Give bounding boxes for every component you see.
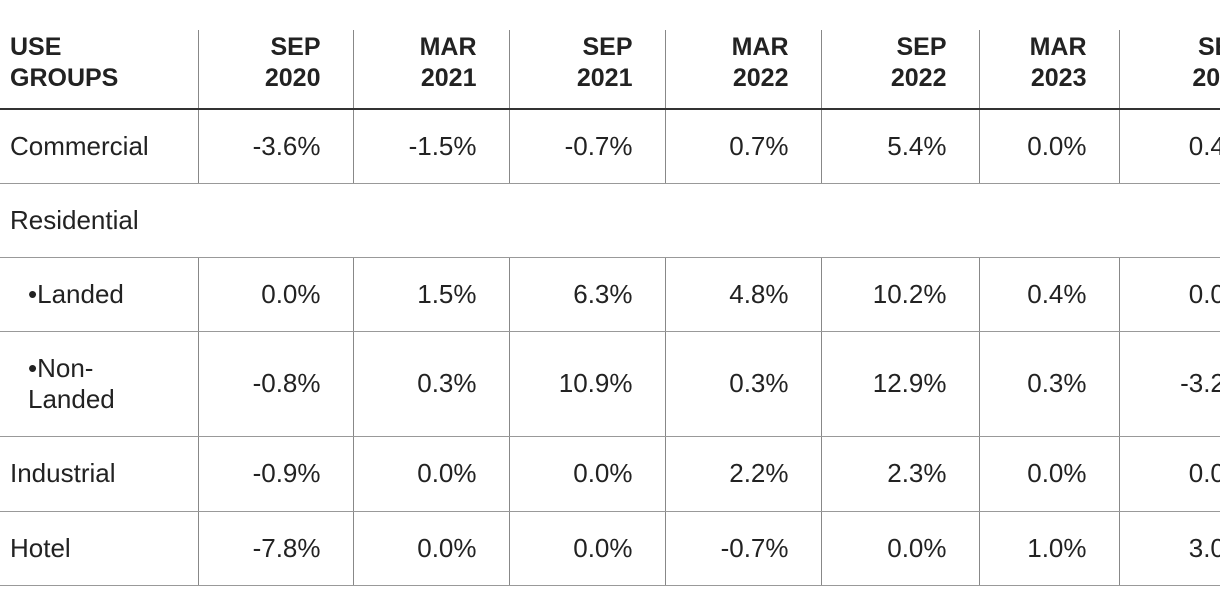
cell-line: 2022 bbox=[890, 64, 947, 92]
cell-line: 2023 bbox=[1192, 64, 1220, 92]
cell-line: GROUPS bbox=[10, 64, 119, 92]
value-cell: 0.0% bbox=[978, 109, 1119, 184]
value-cell: 2.2% bbox=[664, 436, 821, 512]
row-label: Hotel bbox=[0, 511, 198, 586]
data-table: USE GROUPS SEP 2020 MAR 2021 SEP 2021 MAR 2022 SEP… bbox=[0, 30, 1220, 586]
value-cell: 12.9% bbox=[820, 331, 979, 437]
table-row: Commercial -3.6% -1.5% -0.7% 0.7% 5.4% 0.0% 0.4… bbox=[0, 109, 1220, 184]
row-label: Residential bbox=[0, 183, 198, 258]
cell-line: •Landed bbox=[28, 278, 124, 309]
cell-line: 2022 bbox=[732, 64, 789, 92]
column-header: MAR 2021 bbox=[352, 30, 509, 110]
column-header: MAR 2023 bbox=[978, 30, 1119, 110]
value-cell: -3.6% bbox=[197, 109, 353, 184]
cell-line: Commercial bbox=[10, 130, 149, 161]
cell-line: Industrial bbox=[10, 458, 116, 488]
value-cell: 3.0% bbox=[1118, 511, 1220, 586]
cell-line: 2021 bbox=[576, 64, 633, 92]
value-cell: 0.7% bbox=[664, 109, 821, 184]
table-container: USE GROUPS SEP 2020 MAR 2021 SEP 2021 MAR 2022 SEP… bbox=[0, 30, 1220, 598]
value-cell: 0.3% bbox=[978, 331, 1119, 437]
column-header: SEP 2020 bbox=[197, 30, 353, 110]
column-header: SEP 2021 bbox=[508, 30, 665, 110]
cell-line: •Non- bbox=[28, 352, 94, 383]
table-body: Commercial -3.6% -1.5% -0.7% 0.7% 5.4% 0.0% 0.4… bbox=[0, 109, 1220, 586]
table-row: Hotel-7.8%0.0%0.0%-0.7%0.0%1.0%3.0% bbox=[0, 511, 1220, 586]
value-cell: 0.4% bbox=[978, 257, 1119, 332]
row-label: •Landed bbox=[0, 257, 198, 332]
value-cell: -0.8% bbox=[197, 331, 353, 437]
value-cell: 0.0% bbox=[1118, 257, 1220, 332]
row-label: Commercial bbox=[0, 109, 198, 184]
cell-line: 2021 bbox=[420, 64, 477, 92]
column-header: SEP 2023 bbox=[1118, 30, 1220, 110]
cell-line: MAR bbox=[1029, 33, 1087, 61]
cell-line: Landed bbox=[28, 383, 115, 414]
cell-line: USE bbox=[10, 33, 62, 61]
cell-line: SEP bbox=[896, 33, 947, 61]
cell-line: MAR bbox=[419, 33, 477, 61]
value-cell: -1.5% bbox=[352, 109, 509, 184]
table-row: •Non- Landed -0.8% 0.3% 10.9% 0.3% 12.9% 0.3% -3… bbox=[0, 331, 1220, 437]
cell-line: SEP bbox=[1197, 33, 1220, 61]
table-row: Residential bbox=[0, 183, 1220, 258]
column-header: SEP 2022 bbox=[820, 30, 979, 110]
value-cell: 0.0% bbox=[1118, 436, 1220, 512]
value-cell: 0.0% bbox=[508, 436, 665, 512]
empty-cell bbox=[198, 183, 1220, 258]
value-cell: 0.4% bbox=[1118, 109, 1220, 184]
value-cell: 0.3% bbox=[352, 331, 509, 437]
header-row: USE GROUPS SEP 2020 MAR 2021 SEP 2021 MAR 2022 SEP… bbox=[0, 30, 1220, 110]
cell-line: Residential bbox=[10, 204, 139, 235]
value-cell: 0.0% bbox=[352, 511, 509, 586]
row-label: •Non- Landed bbox=[0, 331, 198, 437]
value-cell: 4.8% bbox=[664, 257, 821, 332]
row-label: Industrial bbox=[0, 436, 198, 512]
value-cell: 0.3% bbox=[664, 331, 821, 437]
cell-line: MAR bbox=[731, 33, 789, 61]
value-cell: 0.0% bbox=[508, 511, 665, 586]
cell-line: SEP bbox=[582, 33, 633, 61]
value-cell: 1.0% bbox=[978, 511, 1119, 586]
value-cell: -0.7% bbox=[508, 109, 665, 184]
value-cell: 2.3% bbox=[820, 436, 979, 512]
value-cell: 0.0% bbox=[352, 436, 509, 512]
value-cell: -7.8% bbox=[197, 511, 353, 586]
value-cell: 1.5% bbox=[352, 257, 509, 332]
value-cell: 10.2% bbox=[820, 257, 979, 332]
column-header: MAR 2022 bbox=[664, 30, 821, 110]
value-cell: 0.0% bbox=[197, 257, 353, 332]
cell-line: 2023 bbox=[1030, 64, 1087, 92]
value-cell: 0.0% bbox=[978, 436, 1119, 512]
cell-line: SEP bbox=[270, 33, 321, 61]
value-cell: 5.4% bbox=[820, 109, 979, 184]
cell-line: Hotel bbox=[10, 532, 71, 563]
value-cell: -3.2% bbox=[1118, 331, 1220, 437]
cell-line: 2020 bbox=[264, 64, 321, 92]
value-cell: 6.3% bbox=[508, 257, 665, 332]
value-cell: 0.0% bbox=[820, 511, 979, 586]
row-header: USE GROUPS bbox=[0, 30, 198, 110]
value-cell: -0.7% bbox=[664, 511, 821, 586]
table-row: Industrial-0.9%0.0%0.0%2.2%2.3%0.0%0.0% bbox=[0, 436, 1220, 512]
value-cell: -0.9% bbox=[197, 436, 353, 512]
value-cell: 10.9% bbox=[508, 331, 665, 437]
